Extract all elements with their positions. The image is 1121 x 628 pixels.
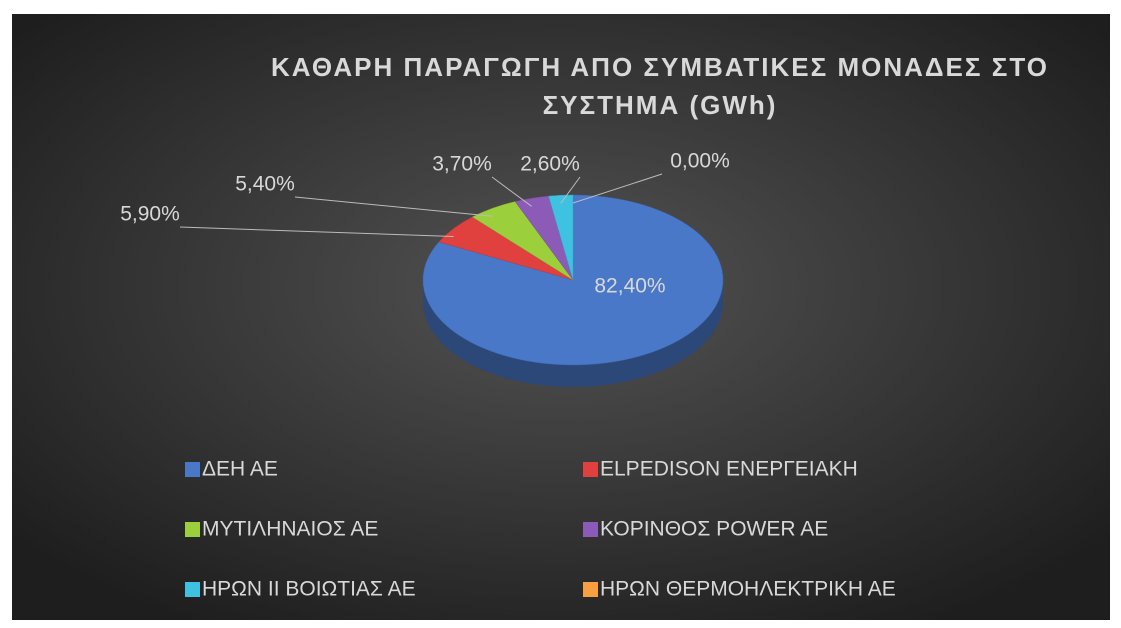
legend-label: ΗΡΩΝ ΘΕΡΜΟΗΛΕΚΤΡΙΚΗ ΑΕ	[600, 578, 896, 601]
pie-slice	[548, 194, 574, 281]
data-label: 0,00%	[670, 150, 730, 173]
data-label: 5,90%	[120, 203, 180, 226]
legend-label: ΗΡΩΝ ΙΙ ΒΟΙΩΤΙΑΣ ΑΕ	[202, 578, 416, 601]
legend-swatch	[185, 582, 200, 597]
legend-swatch	[583, 522, 598, 537]
legend-swatch	[185, 462, 200, 477]
pie-slice	[422, 194, 724, 366]
data-label: 82,40%	[594, 275, 665, 298]
legend-label: ΚΟΡΙΝΘΟΣ POWER AE	[600, 518, 828, 541]
legend-swatch	[583, 582, 598, 597]
leader-line	[294, 196, 493, 217]
leader-line	[179, 226, 454, 238]
leader-line	[491, 176, 532, 207]
legend-label: ΜΥΤΙΛΗΝΑΙΟΣ ΑΕ	[202, 518, 378, 541]
data-label: 3,70%	[432, 153, 492, 176]
legend-swatch	[185, 522, 200, 537]
pie-side	[423, 280, 723, 387]
legend-swatch	[583, 462, 598, 477]
data-label: 5,40%	[235, 173, 295, 196]
legend-label: ELPEDISON ΕΝΕΡΓΕΙΑΚΗ	[600, 458, 858, 481]
leader-line	[572, 173, 663, 204]
chart-title: ΚΑΘΑΡΗ ΠΑΡΑΓΩΓΗ ΑΠΟ ΣΥΜΒΑΤΙΚΕΣ ΜΟΝΑΔΕΣ Σ…	[271, 52, 1049, 120]
legend-label: ΔΕΗ ΑΕ	[202, 458, 278, 481]
data-label: 2,60%	[520, 153, 580, 176]
leader-line	[560, 176, 581, 204]
